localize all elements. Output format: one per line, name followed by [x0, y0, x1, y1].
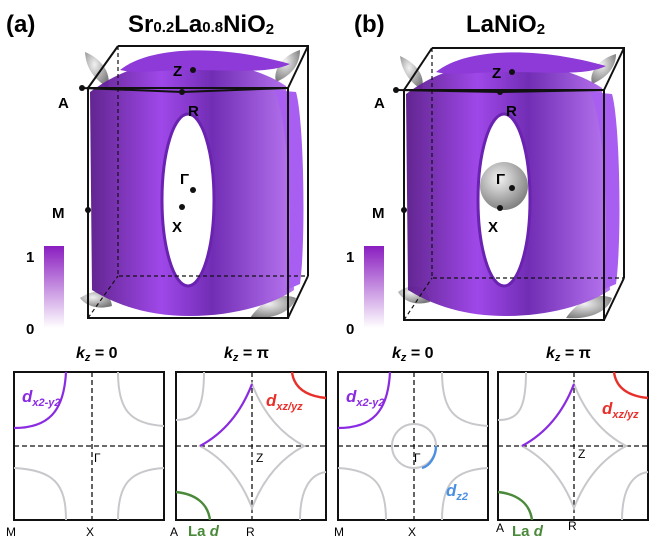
fermi-surface-hole-edge	[476, 112, 532, 288]
kz-label: kz = 0	[76, 345, 118, 364]
hole-pocket	[566, 296, 612, 319]
panel-title-a: Sr0.2La0.8NiO2	[128, 11, 274, 38]
point-X-label: X	[172, 219, 182, 236]
fermi-surface-top	[436, 52, 606, 74]
point-Z-label: Z	[492, 65, 501, 82]
orbital-dxzyz-label: dxz/yz	[266, 391, 303, 413]
cut-a-kzpi: dxz/yz Z A R La d	[170, 371, 327, 539]
cut-a-kz0: dx2-y2 Γ M X	[6, 371, 165, 539]
point-X-marker	[497, 205, 503, 211]
cut-M-label: M	[6, 525, 16, 539]
hole-pocket	[250, 296, 296, 319]
la-d-label: La d	[188, 523, 220, 539]
panel-b: (b) LaNiO2 Z R A Γ X M	[346, 11, 625, 338]
point-Gamma-label: Γ	[496, 171, 505, 188]
orbital-dx2y2-label: dx2-y2	[346, 387, 385, 409]
point-A-marker	[393, 87, 399, 93]
color-scale-max: 1	[26, 249, 34, 266]
point-Z-label: Z	[173, 63, 182, 80]
point-M-marker	[401, 207, 407, 213]
point-M-label: M	[372, 205, 385, 222]
point-R-marker	[497, 89, 503, 95]
point-Gamma-label: Γ	[180, 171, 189, 188]
hole-pocket	[85, 52, 109, 88]
gamma-pocket-sphere	[480, 162, 528, 210]
hole-pocket	[400, 56, 423, 90]
cut-b-kz0: dx2-y2 dz2 Γ M X	[334, 371, 489, 539]
kz-label: kz = π	[224, 345, 269, 364]
color-scale-min: 0	[26, 321, 34, 338]
color-scale-max: 1	[346, 249, 354, 266]
cut-X-label: X	[408, 525, 416, 539]
color-scale-bar	[44, 246, 64, 328]
fermi-surface-hole-edge	[160, 112, 216, 288]
kz-labels: kz = 0 kz = π kz = 0 kz = π	[76, 345, 591, 364]
kz-label: kz = 0	[392, 345, 434, 364]
point-M-label: M	[52, 205, 65, 222]
panel-label-a: (a)	[6, 11, 35, 38]
cut-A-label: A	[496, 521, 504, 535]
point-R-marker	[179, 89, 185, 95]
fermi-surface-side	[274, 90, 304, 290]
point-A-label: A	[58, 95, 69, 112]
cut-Z-label: Z	[256, 451, 263, 465]
orbital-dx2y2-label: dx2-y2	[22, 387, 61, 409]
panel-title-b: LaNiO2	[466, 11, 545, 38]
point-Gamma-marker	[509, 185, 515, 191]
point-Gamma-marker	[190, 187, 196, 193]
color-scale-min: 0	[346, 321, 354, 338]
cut-b-kzpi: dxz/yz Z A R La d	[496, 371, 649, 539]
fermi-surface-side	[590, 92, 620, 290]
hole-pocket	[275, 50, 300, 82]
panel-label-b: (b)	[354, 11, 385, 38]
cut-Z-label: Z	[578, 447, 585, 461]
point-A-label: A	[374, 95, 385, 112]
color-scale-bar	[364, 246, 384, 328]
point-Z-marker	[190, 67, 196, 73]
brillouin-zone-box	[395, 47, 625, 321]
cut-gamma-label: Γ	[414, 451, 421, 465]
cut-R-label: R	[246, 525, 255, 539]
fermi-surface-top	[120, 50, 290, 72]
orbital-dz2-label: dz2	[446, 481, 468, 503]
cut-X-label: X	[86, 525, 94, 539]
point-X-label: X	[488, 219, 498, 236]
cut-M-label: M	[334, 525, 344, 539]
fermi-surface-hole	[162, 114, 214, 286]
point-A-marker	[79, 85, 85, 91]
hole-pocket	[591, 54, 616, 84]
point-X-marker	[179, 204, 185, 210]
point-M-marker	[85, 207, 91, 213]
point-R-label: R	[506, 103, 517, 120]
cut-R-label: R	[568, 519, 577, 533]
cut-gamma-label: Γ	[94, 451, 101, 465]
la-d-label: La d	[512, 523, 544, 539]
kz-label: kz = π	[546, 345, 591, 364]
orbital-dxzyz-label: dxz/yz	[602, 399, 639, 421]
point-R-label: R	[188, 103, 199, 120]
point-Z-marker	[509, 69, 515, 75]
cut-A-label: A	[170, 525, 178, 539]
panel-a: (a) Sr0.2La0.8NiO2 Z R A Γ	[6, 11, 309, 338]
